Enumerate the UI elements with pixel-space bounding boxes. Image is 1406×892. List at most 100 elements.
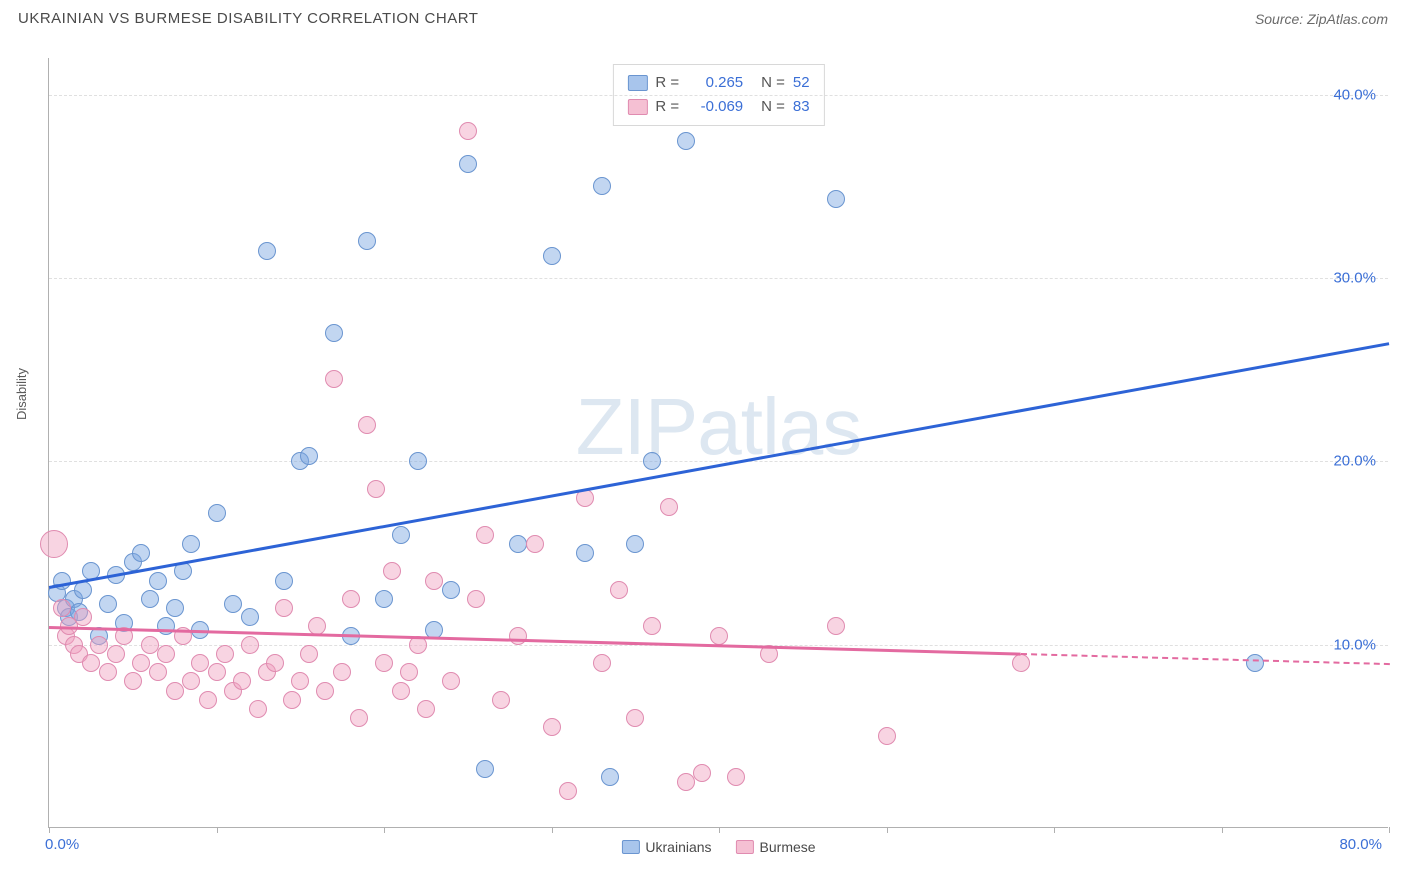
legend-n-label: N =	[761, 71, 785, 95]
data-point	[660, 498, 678, 516]
data-point	[476, 760, 494, 778]
data-point	[559, 782, 577, 800]
data-point	[182, 672, 200, 690]
data-point	[392, 526, 410, 544]
xtick-label-max: 80.0%	[1339, 836, 1382, 853]
data-point	[367, 480, 385, 498]
data-point	[224, 595, 242, 613]
data-point	[40, 530, 68, 558]
xtick	[217, 827, 218, 833]
data-point	[509, 535, 527, 553]
data-point	[459, 155, 477, 173]
legend-n-label: N =	[761, 95, 785, 119]
data-point	[827, 190, 845, 208]
data-point	[1246, 654, 1264, 672]
gridline	[49, 95, 1388, 96]
data-point	[275, 572, 293, 590]
legend-n-value: 52	[793, 71, 810, 95]
data-point	[601, 768, 619, 786]
y-axis-label: Disability	[14, 368, 29, 420]
data-point	[643, 617, 661, 635]
data-point	[325, 324, 343, 342]
data-point	[576, 544, 594, 562]
legend-swatch	[627, 75, 647, 91]
legend-r-value: -0.069	[687, 95, 743, 119]
data-point	[425, 572, 443, 590]
watermark-zip: ZIP	[576, 382, 697, 471]
data-point	[626, 535, 644, 553]
chart-source: Source: ZipAtlas.com	[1255, 11, 1388, 27]
data-point	[124, 672, 142, 690]
data-point	[417, 700, 435, 718]
gridline	[49, 461, 1388, 462]
data-point	[216, 645, 234, 663]
data-point	[107, 645, 125, 663]
scatter-chart: ZIPatlas R =0.265N =52R =-0.069N =83 Ukr…	[48, 58, 1388, 828]
data-point	[99, 663, 117, 681]
data-point	[509, 627, 527, 645]
data-point	[693, 764, 711, 782]
data-point	[626, 709, 644, 727]
data-point	[727, 768, 745, 786]
data-point	[132, 544, 150, 562]
data-point	[241, 608, 259, 626]
data-point	[459, 122, 477, 140]
xtick	[1054, 827, 1055, 833]
data-point	[275, 599, 293, 617]
legend-r-value: 0.265	[687, 71, 743, 95]
series-name: Ukrainians	[645, 839, 711, 855]
legend-r-label: R =	[655, 95, 679, 119]
data-point	[392, 682, 410, 700]
ytick-label: 30.0%	[1333, 270, 1376, 287]
data-point	[492, 691, 510, 709]
data-point	[182, 535, 200, 553]
data-point	[300, 447, 318, 465]
data-point	[543, 247, 561, 265]
data-point	[208, 663, 226, 681]
legend-swatch	[627, 99, 647, 115]
data-point	[358, 416, 376, 434]
data-point	[442, 672, 460, 690]
data-point	[383, 562, 401, 580]
data-point	[208, 504, 226, 522]
data-point	[157, 617, 175, 635]
xtick	[384, 827, 385, 833]
data-point	[141, 636, 159, 654]
data-point	[266, 654, 284, 672]
data-point	[878, 727, 896, 745]
data-point	[375, 590, 393, 608]
data-point	[53, 599, 71, 617]
data-point	[325, 370, 343, 388]
gridline	[49, 278, 1388, 279]
data-point	[375, 654, 393, 672]
watermark-atlas: atlas	[697, 382, 861, 471]
trendline	[49, 342, 1389, 588]
series-legend-item: Ukrainians	[621, 839, 711, 855]
data-point	[157, 645, 175, 663]
data-point	[149, 663, 167, 681]
chart-title: UKRAINIAN VS BURMESE DISABILITY CORRELAT…	[18, 10, 478, 27]
data-point	[233, 672, 251, 690]
data-point	[610, 581, 628, 599]
data-point	[74, 608, 92, 626]
trendline-extrapolated	[1020, 653, 1389, 665]
ytick-label: 20.0%	[1333, 453, 1376, 470]
legend-r-label: R =	[655, 71, 679, 95]
data-point	[316, 682, 334, 700]
data-point	[350, 709, 368, 727]
data-point	[82, 654, 100, 672]
data-point	[467, 590, 485, 608]
trendline	[49, 626, 1021, 655]
xtick	[552, 827, 553, 833]
series-legend-item: Burmese	[736, 839, 816, 855]
data-point	[677, 132, 695, 150]
data-point	[476, 526, 494, 544]
data-point	[358, 232, 376, 250]
legend-swatch	[621, 840, 639, 854]
legend-swatch	[736, 840, 754, 854]
data-point	[149, 572, 167, 590]
legend-row: R =-0.069N =83	[627, 95, 809, 119]
series-legend: Ukrainians Burmese	[621, 839, 815, 855]
data-point	[827, 617, 845, 635]
xtick-label-min: 0.0%	[45, 836, 79, 853]
